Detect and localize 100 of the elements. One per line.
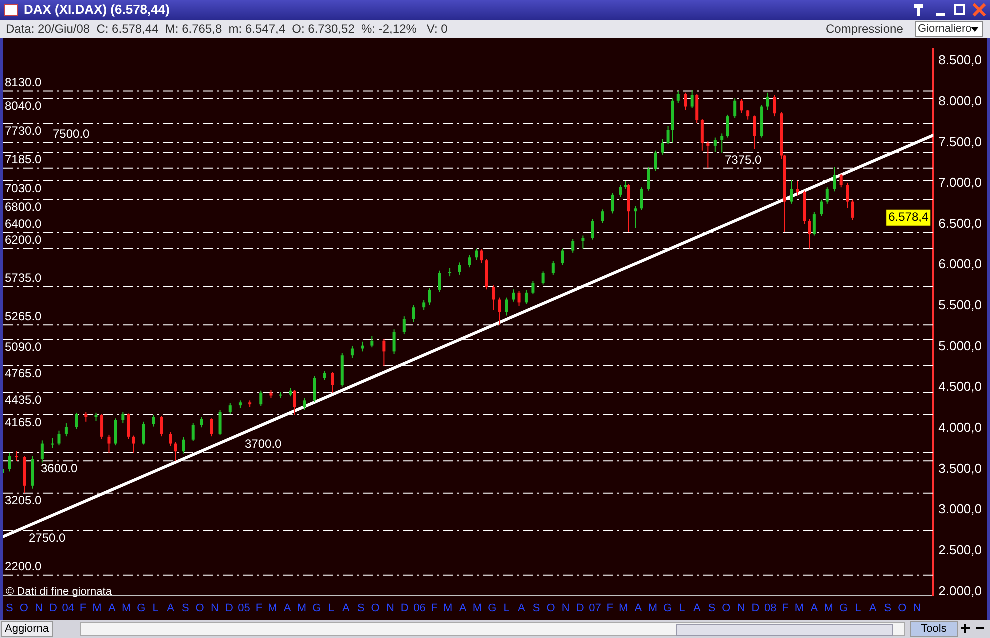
ref-line-label: 8130.0 xyxy=(5,76,42,90)
annotation: © Dati di fine giornata xyxy=(6,586,112,598)
candlestick xyxy=(428,288,432,306)
candlestick xyxy=(160,416,164,438)
x-tick-label: S xyxy=(182,602,190,614)
candlestick xyxy=(218,410,222,436)
x-tick-label: M xyxy=(92,602,102,614)
x-tick-label: A xyxy=(459,602,468,614)
x-tick-label: M xyxy=(268,602,278,614)
candlestick xyxy=(122,412,125,424)
candlestick xyxy=(796,180,800,196)
candlestick xyxy=(480,249,484,264)
x-tick-label: G xyxy=(312,602,322,614)
y-tick-label: 5.000,0 xyxy=(938,338,982,354)
x-tick-label: O xyxy=(371,602,380,614)
x-tick-label: F xyxy=(80,602,87,614)
text: Giornaliero xyxy=(918,22,972,36)
candlestick xyxy=(766,92,770,111)
x-tick-label: F xyxy=(431,602,438,614)
x-tick-label: N xyxy=(35,602,44,614)
candlestick xyxy=(331,372,334,394)
x-tick-label: D xyxy=(752,602,760,614)
candlestick xyxy=(542,271,545,286)
x-tick-label: A xyxy=(284,602,292,614)
x-tick-label: A xyxy=(693,602,702,614)
candlestick xyxy=(619,184,622,198)
candlestick xyxy=(572,238,575,254)
candlestick xyxy=(840,174,843,188)
ref-line-label: 3205.0 xyxy=(5,494,42,508)
candlestick xyxy=(370,336,374,348)
candlestick xyxy=(720,133,724,154)
candlestick xyxy=(676,90,680,104)
ref-line-label: 6800.0 xyxy=(5,200,42,214)
x-tick-label: F xyxy=(256,602,263,614)
x-tick-label: O xyxy=(546,602,556,614)
x-tick-label: N xyxy=(913,602,922,614)
ref-line-label: 5090.0 xyxy=(5,340,42,354)
x-tick-label: A xyxy=(518,602,526,614)
candlestick xyxy=(350,345,354,359)
x-tick-label: D xyxy=(400,602,409,614)
x-tick-label: A xyxy=(108,602,116,614)
chart-title: DAX (XI.DAX) (6.578,44) xyxy=(24,1,170,19)
ref-line-label: 4435.0 xyxy=(5,393,42,408)
text: Aggiorna xyxy=(1,621,54,637)
candlestick xyxy=(422,300,426,311)
ref-line-label: 3600.0 xyxy=(41,461,78,476)
x-tick-label: O xyxy=(20,602,29,614)
x-tick-label: S xyxy=(532,602,540,614)
candlestick xyxy=(412,304,416,323)
x-tick-label: 08 xyxy=(764,602,777,614)
x-tick-label: G xyxy=(839,602,848,614)
candlestick xyxy=(690,90,694,109)
candlestick xyxy=(40,440,44,464)
candlestick xyxy=(734,98,737,119)
candlestick xyxy=(647,166,650,192)
candlestick xyxy=(152,414,156,428)
candlestick xyxy=(498,297,502,326)
candlestick xyxy=(192,423,195,442)
x-tick-label: 05 xyxy=(238,602,250,614)
x-tick-label: N xyxy=(211,602,220,614)
candlestick xyxy=(402,316,406,336)
x-tick-label: L xyxy=(504,602,510,614)
chart-subtitle: Data: 20/Giu/08 C: 6.578,44 M: 6.765,8 m: 6.547,4 O: 6.730,52 %: -2,12% V: 0 xyxy=(6,21,448,38)
candlestick xyxy=(512,289,515,302)
ref-line-label: 2750.0 xyxy=(29,530,66,545)
candlestick xyxy=(468,254,472,268)
candlestick xyxy=(640,187,644,211)
x-tick-label: 06 xyxy=(414,602,426,614)
candlestick xyxy=(812,212,816,236)
y-tick-label: 6.500,0 xyxy=(938,216,982,231)
x-tick-label: O xyxy=(898,602,908,614)
candlestick xyxy=(293,390,296,416)
candlestick xyxy=(210,418,214,438)
x-tick-label: M xyxy=(794,602,804,614)
candlestick xyxy=(773,94,776,118)
ref-line-label: 7375.0 xyxy=(725,153,762,168)
y-tick-label: 3.500,0 xyxy=(938,460,982,476)
candlestick xyxy=(753,115,756,150)
candlestick xyxy=(661,138,664,156)
x-tick-label: 04 xyxy=(62,602,74,614)
candlestick xyxy=(505,297,508,316)
x-tick-label: A xyxy=(167,602,176,614)
x-tick-label: O xyxy=(196,602,205,614)
candlestick xyxy=(51,438,54,449)
candlestick xyxy=(492,285,496,311)
x-tick-label: L xyxy=(152,602,159,614)
x-tick-label: M xyxy=(122,602,132,614)
candlestick xyxy=(392,329,396,355)
x-tick-label: S xyxy=(6,602,14,614)
candlestick xyxy=(438,270,442,293)
candlestick xyxy=(313,376,316,403)
candlestick xyxy=(612,192,615,214)
x-tick-label: G xyxy=(488,602,497,614)
y-tick-label: 3.000,0 xyxy=(938,502,982,517)
x-tick-label: A xyxy=(869,602,878,614)
ref-line-label: 7500.0 xyxy=(53,127,90,141)
candlestick xyxy=(142,421,146,446)
candlestick xyxy=(382,338,386,366)
x-tick-label: D xyxy=(225,602,234,614)
candlestick xyxy=(714,137,717,153)
